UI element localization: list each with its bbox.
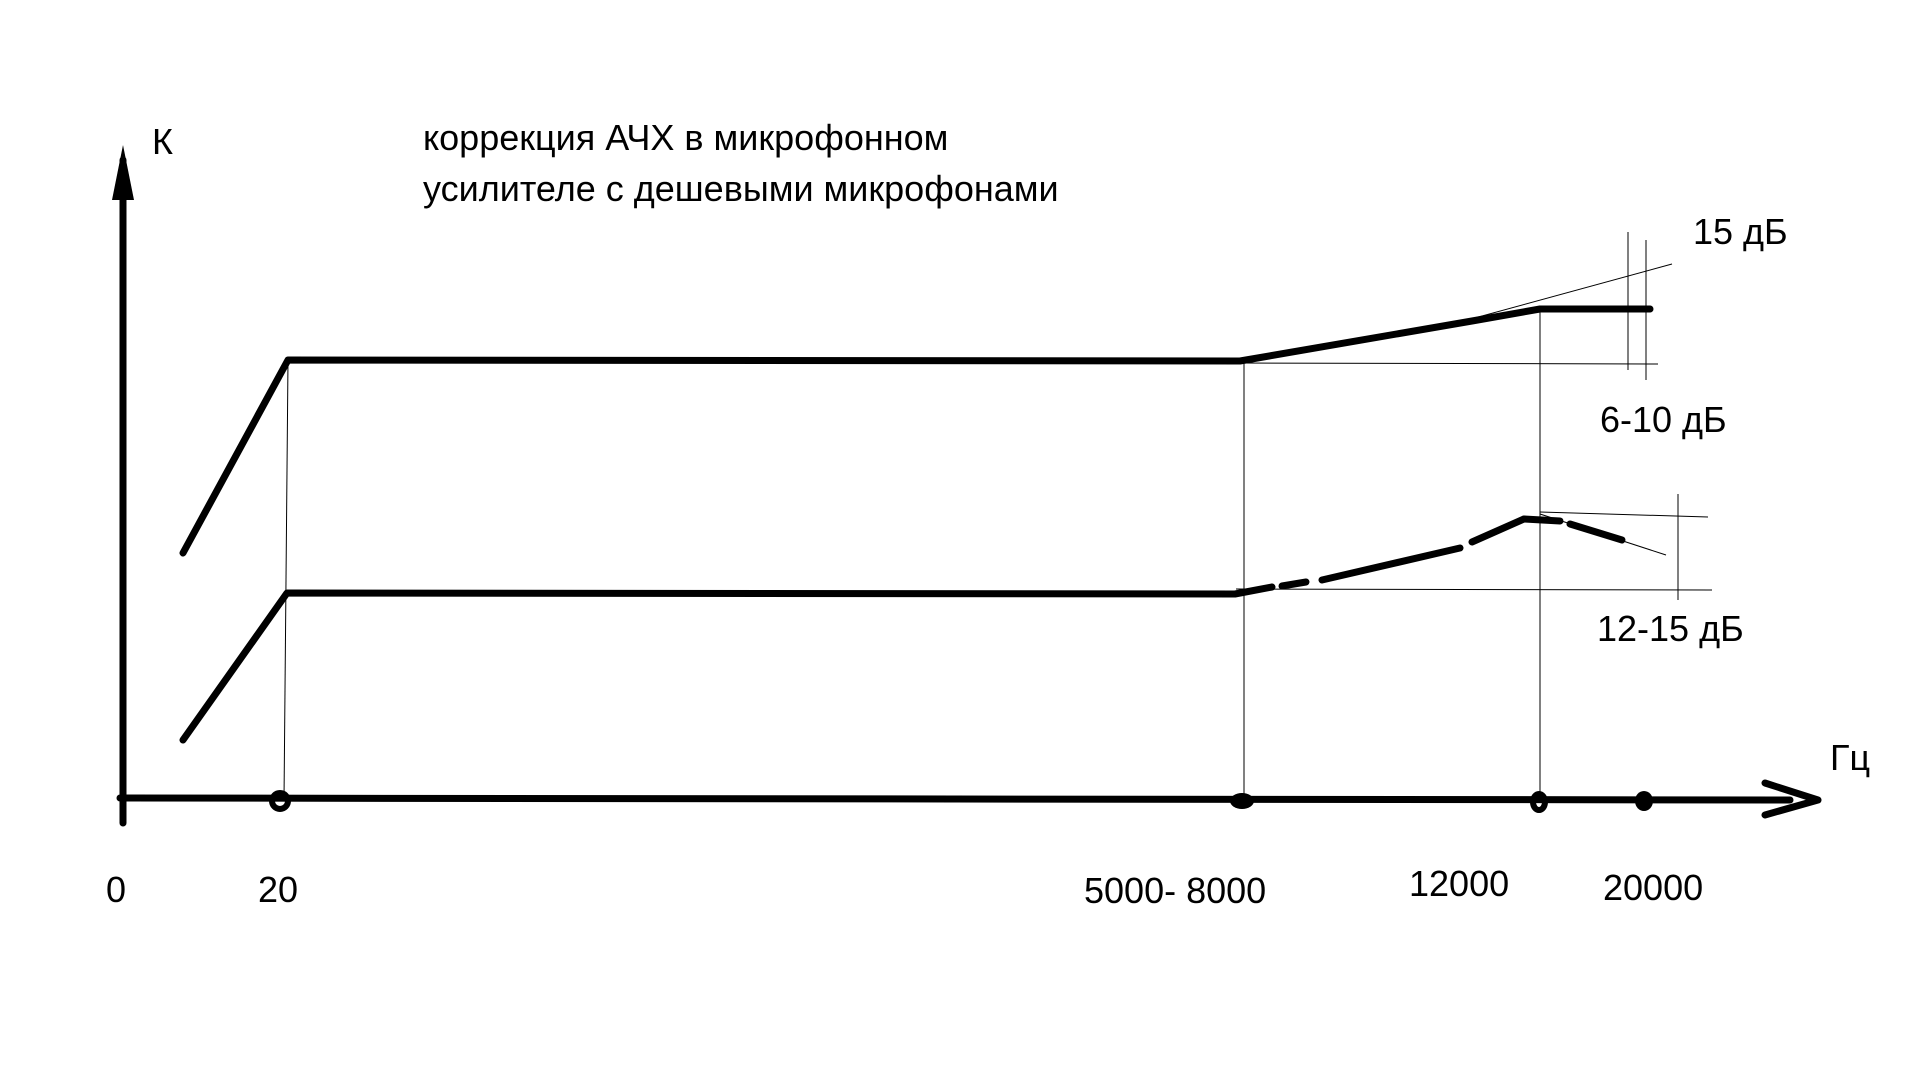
guide-lines: [283, 232, 1713, 801]
tick-label-0: 0: [106, 869, 126, 910]
lower-curve-dash-2: [1318, 544, 1464, 584]
tick-label-20: 20: [258, 869, 298, 910]
tick-marker-5000-8000: [1230, 793, 1254, 809]
guide-horizontal-upper-base: [1239, 362, 1659, 365]
annotation-12-15-db: 12-15 дБ: [1597, 608, 1744, 649]
x-axis-markers: [269, 790, 1653, 813]
guide-vertical-20: [283, 359, 289, 801]
x-axis: [116, 794, 1794, 804]
upper-response-curve: [179, 305, 1654, 557]
guide-upper-extrapolation: [1459, 263, 1673, 323]
annotation-15-db: 15 дБ: [1693, 211, 1788, 252]
lower-curve-dash-5: [1566, 520, 1626, 544]
tick-label-5000-8000: 5000- 8000: [1084, 870, 1266, 911]
lower-curve-dash-3: [1468, 515, 1528, 546]
upper-curve-path: [179, 305, 1654, 557]
guide-horizontal-lower-base: [1235, 588, 1713, 591]
labels: К коррекция АЧХ в микрофонном усилителе …: [106, 117, 1870, 911]
tick-marker-20: [269, 790, 291, 812]
title-line-1: коррекция АЧХ в микрофонном: [423, 117, 948, 158]
lower-curve-dash-1: [1278, 578, 1310, 590]
axes: [112, 145, 1822, 827]
title-line-2: усилителе с дешевыми микрофонами: [423, 168, 1059, 209]
lower-curve-dash-4: [1520, 515, 1564, 525]
x-axis-label: Гц: [1830, 737, 1870, 778]
lower-curve-flat: [179, 583, 1276, 744]
tick-label-12000: 12000: [1409, 863, 1509, 904]
x-axis-arrow: [1761, 779, 1822, 819]
y-axis-arrow: [112, 145, 134, 200]
tick-label-20000: 20000: [1603, 867, 1703, 908]
tick-marker-12000: [1530, 791, 1548, 813]
lower-response-curve: [179, 515, 1626, 744]
annotation-6-10-db: 6-10 дБ: [1600, 399, 1727, 440]
guide-horizontal-lower-peak: [1539, 511, 1709, 518]
y-axis-label: К: [152, 121, 173, 162]
tick-marker-20000: [1635, 791, 1653, 811]
